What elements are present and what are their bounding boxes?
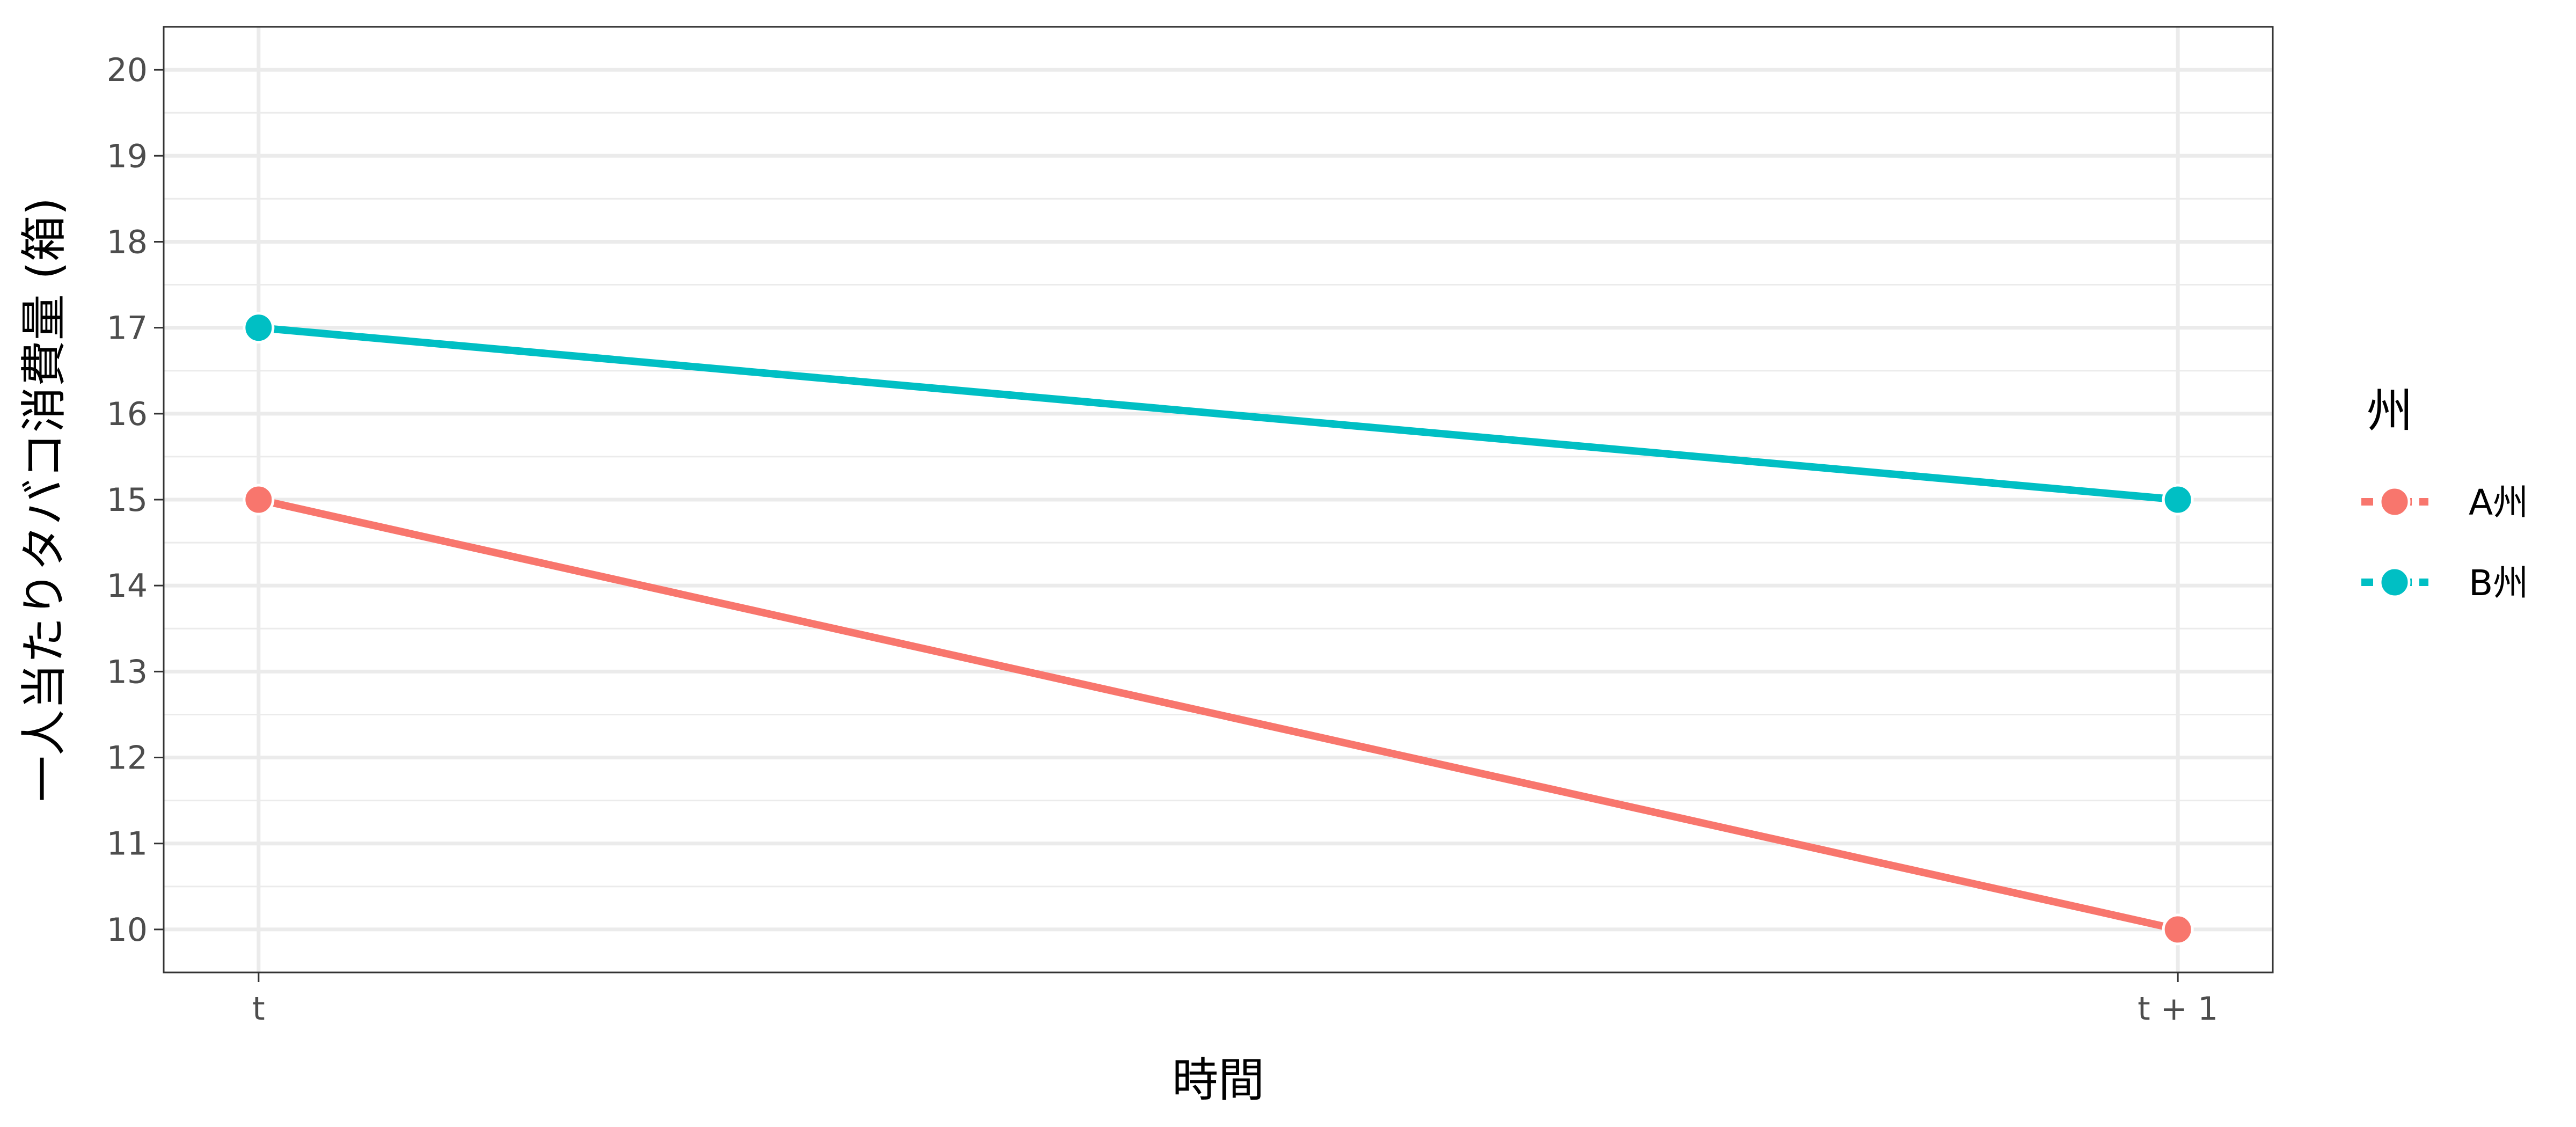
y-tick-label: 19	[107, 137, 148, 175]
legend: 州 A州 B州	[2361, 384, 2528, 604]
y-tick-label: 14	[107, 567, 148, 605]
y-axis-title: 一人当たりタバコ消費量 (箱)	[17, 197, 71, 802]
legend-label: A州	[2469, 482, 2528, 523]
data-point	[243, 312, 275, 344]
legend-item: A州	[2361, 482, 2528, 523]
series-line	[258, 324, 2178, 503]
legend-title: 州	[2367, 384, 2413, 438]
legend-item: B州	[2361, 562, 2528, 604]
legend-key-point	[2379, 566, 2411, 598]
y-tick-label: 16	[107, 396, 148, 433]
series-line	[258, 496, 2179, 933]
y-tick-label: 13	[107, 653, 148, 691]
data-point	[243, 484, 275, 516]
data-point	[2162, 484, 2194, 516]
x-tick-label: t + 1	[2138, 990, 2218, 1028]
legend-label: B州	[2469, 562, 2528, 604]
y-tick-label: 10	[107, 911, 148, 949]
y-tick-label: 18	[107, 223, 148, 261]
x-axis-title: 時間	[1172, 1053, 1264, 1107]
series-layer	[243, 312, 2194, 946]
x-tick-label: t	[252, 990, 265, 1028]
y-tick-label: 12	[107, 740, 148, 777]
y-tick-label: 15	[107, 481, 148, 519]
y-tick-label: 20	[107, 52, 148, 89]
axes: 10 11 12 13 14 15 16 17 18 19 20 t t + 1	[107, 52, 2219, 1028]
series-group	[243, 312, 2194, 516]
legend-key-point	[2379, 486, 2411, 518]
y-tick-label: 17	[107, 310, 148, 347]
y-tick-label: 11	[107, 825, 148, 863]
series-group	[243, 484, 2194, 946]
data-point	[2162, 913, 2194, 946]
